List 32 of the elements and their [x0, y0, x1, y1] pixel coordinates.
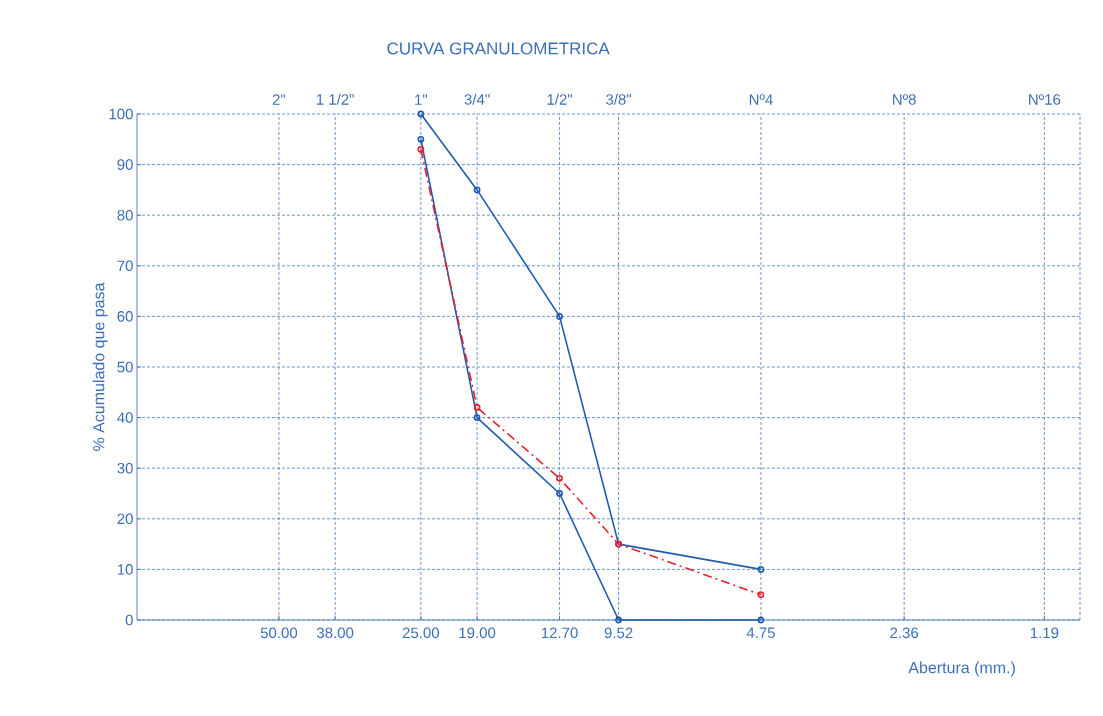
x-tick-label: 19.00	[459, 627, 496, 639]
y-tick-label: 10	[117, 564, 133, 575]
y-tick-label: 90	[117, 159, 133, 170]
y-tick-label: 80	[117, 209, 133, 221]
y-tick-label: 50	[117, 361, 133, 373]
x-tick-label: 50.00	[260, 627, 298, 639]
text: Nº16	[1029, 94, 1061, 105]
text: 3/8"	[606, 93, 632, 105]
x-tick-label: 2.36	[890, 627, 919, 639]
text: 1 1/2"	[316, 93, 354, 105]
y-tick-label: 60	[117, 311, 133, 322]
x-tick-label: 9.52	[604, 627, 633, 639]
text: 2"	[272, 94, 286, 105]
x-axis-title: Abertura (mm.)	[908, 661, 1015, 677]
y-axis-title: % Acumulado que pasa	[92, 282, 108, 451]
x-tick-label: 1.19	[1030, 627, 1059, 639]
y-tick-label: 100	[109, 108, 133, 120]
text: Nº4	[749, 94, 773, 105]
x-tick-label: 38.00	[316, 627, 354, 639]
y-tick-label: 70	[117, 260, 133, 272]
y-tick-label: 20	[117, 513, 133, 525]
x-tick-label: 25.00	[402, 627, 440, 639]
y-tick-label: 40	[117, 412, 133, 423]
x-tick-label: 4.75	[746, 627, 775, 638]
text: 1"	[415, 94, 428, 105]
text: Nº8	[893, 94, 916, 105]
text: 3/4"	[464, 93, 490, 105]
y-tick-label: 30	[117, 462, 133, 474]
x-tick-label: 12.70	[541, 627, 578, 639]
chart-title: CURVA GRANULOMETRICA	[387, 42, 610, 55]
text: 1/2"	[547, 93, 573, 105]
y-tick-label: 0	[125, 614, 133, 626]
